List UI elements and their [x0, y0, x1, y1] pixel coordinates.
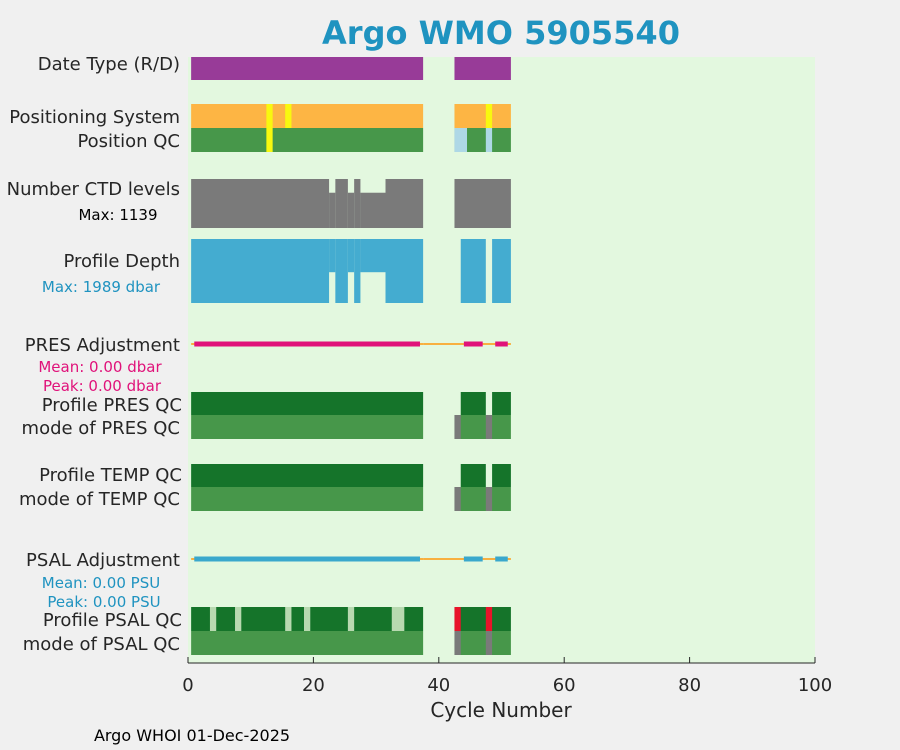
annotations: Max: 1139 Max: 1989 dbar Mean: 0.00 dbar…	[38, 206, 162, 611]
label-ctd-levels: Number CTD levels	[7, 179, 180, 200]
bar-mode-pres-qc-3	[485, 415, 493, 439]
bar-position-qc-4	[485, 128, 493, 152]
label-mode-temp-qc: mode of TEMP QC	[19, 489, 180, 510]
bar-ctd-levels-2	[335, 179, 348, 228]
bar-profile-depth-7	[460, 239, 486, 303]
bar-ctd-levels-7	[454, 179, 511, 228]
bar-profile-psal-qc-3	[235, 607, 242, 631]
label-mode-pres-qc: mode of PRES QC	[22, 418, 180, 439]
bar-position-qc-3	[454, 128, 468, 152]
bar-profile-depth-6	[385, 239, 424, 303]
bar-positioning-3	[285, 104, 292, 128]
bar-profile-psal-qc-7	[391, 607, 405, 631]
bar-profile-psal-qc-2	[209, 607, 217, 631]
x-axis-label: Cycle Number	[430, 698, 572, 722]
bar-date-type-0	[191, 57, 424, 80]
ctd-max-annotation: Max: 1139	[78, 206, 157, 224]
bar-mode-temp-qc-0	[191, 487, 424, 511]
bar-profile-depth-1	[329, 239, 336, 273]
bar-mode-pres-qc-1	[454, 415, 511, 439]
label-position-qc: Position QC	[77, 131, 180, 152]
x-axis: 0 20 40 60 80 100	[182, 657, 832, 696]
bar-profile-temp-qc-2	[492, 464, 511, 487]
bar-profile-psal-qc-6	[347, 607, 355, 631]
psal-mean-annotation: Mean: 0.00 PSU	[42, 574, 160, 592]
bar-profile-depth-0	[191, 239, 330, 303]
label-date-type: Date Type (R/D)	[38, 54, 180, 75]
bar-mode-psal-qc-1	[454, 631, 511, 655]
bar-profile-depth-3	[347, 239, 355, 273]
bar-profile-depth-2	[335, 239, 348, 303]
label-profile-temp-qc: Profile TEMP QC	[39, 465, 182, 486]
x-tick-label-100: 100	[798, 675, 832, 696]
x-tick-label-0: 0	[182, 675, 193, 696]
bar-positioning-2	[266, 104, 273, 128]
label-profile-psal-qc: Profile PSAL QC	[43, 610, 182, 631]
label-profile-pres-qc: Profile PRES QC	[42, 395, 182, 416]
bar-mode-temp-qc-2	[454, 487, 461, 511]
bar-profile-depth-4	[354, 239, 361, 303]
label-positioning-system: Positioning System	[9, 107, 180, 128]
bar-profile-pres-qc-1	[460, 392, 486, 415]
x-tick-label-40: 40	[427, 675, 450, 696]
bar-ctd-levels-3	[347, 192, 355, 228]
bar-date-type-1	[454, 57, 511, 80]
depth-max-annotation: Max: 1989 dbar	[42, 278, 161, 296]
bar-ctd-levels-6	[385, 179, 424, 228]
bar-profile-temp-qc-1	[460, 464, 486, 487]
x-tick-label-60: 60	[553, 675, 576, 696]
bar-profile-psal-qc-9	[485, 607, 493, 631]
bar-profile-pres-qc-0	[191, 392, 424, 415]
bar-positioning-1	[454, 104, 511, 128]
bar-mode-psal-qc-3	[485, 631, 493, 655]
psal-peak-annotation: Peak: 0.00 PSU	[47, 593, 160, 611]
bar-ctd-levels-5	[360, 192, 386, 228]
bar-positioning-0	[191, 104, 424, 128]
data-marks	[191, 57, 511, 655]
bar-mode-temp-qc-1	[454, 487, 511, 511]
bar-positioning-4	[485, 104, 493, 128]
footer-text: Argo WHOI 01-Dec-2025	[94, 726, 290, 745]
bar-profile-temp-qc-0	[191, 464, 424, 487]
x-tick-label-80: 80	[678, 675, 701, 696]
bar-profile-pres-qc-2	[492, 392, 511, 415]
label-psal-adjustment: PSAL Adjustment	[26, 550, 180, 571]
bar-mode-temp-qc-3	[485, 487, 493, 511]
label-pres-adjustment: PRES Adjustment	[25, 335, 180, 356]
x-tick-label-20: 20	[302, 675, 325, 696]
row-labels: Date Type (R/D) Positioning System Posit…	[7, 54, 182, 655]
bar-mode-pres-qc-2	[454, 415, 461, 439]
bar-profile-depth-5	[360, 239, 386, 273]
label-profile-depth: Profile Depth	[63, 251, 180, 272]
bar-ctd-levels-0	[191, 179, 330, 228]
plot-area	[188, 57, 815, 663]
bar-profile-psal-qc-5	[303, 607, 311, 631]
bar-profile-depth-8	[492, 239, 511, 303]
chart-title: Argo WMO 5905540	[322, 14, 680, 52]
label-mode-psal-qc: mode of PSAL QC	[23, 634, 180, 655]
bar-ctd-levels-4	[354, 179, 361, 228]
bar-profile-psal-qc-1	[454, 607, 511, 631]
bar-mode-pres-qc-0	[191, 415, 424, 439]
bar-mode-psal-qc-2	[454, 631, 461, 655]
bar-mode-psal-qc-0	[191, 631, 424, 655]
bar-position-qc-0	[191, 128, 424, 152]
bar-profile-psal-qc-4	[285, 607, 292, 631]
bar-position-qc-2	[266, 128, 273, 152]
pres-mean-annotation: Mean: 0.00 dbar	[38, 358, 162, 376]
bar-ctd-levels-1	[329, 192, 336, 228]
bar-profile-psal-qc-8	[454, 607, 461, 631]
pres-peak-annotation: Peak: 0.00 dbar	[43, 377, 162, 395]
